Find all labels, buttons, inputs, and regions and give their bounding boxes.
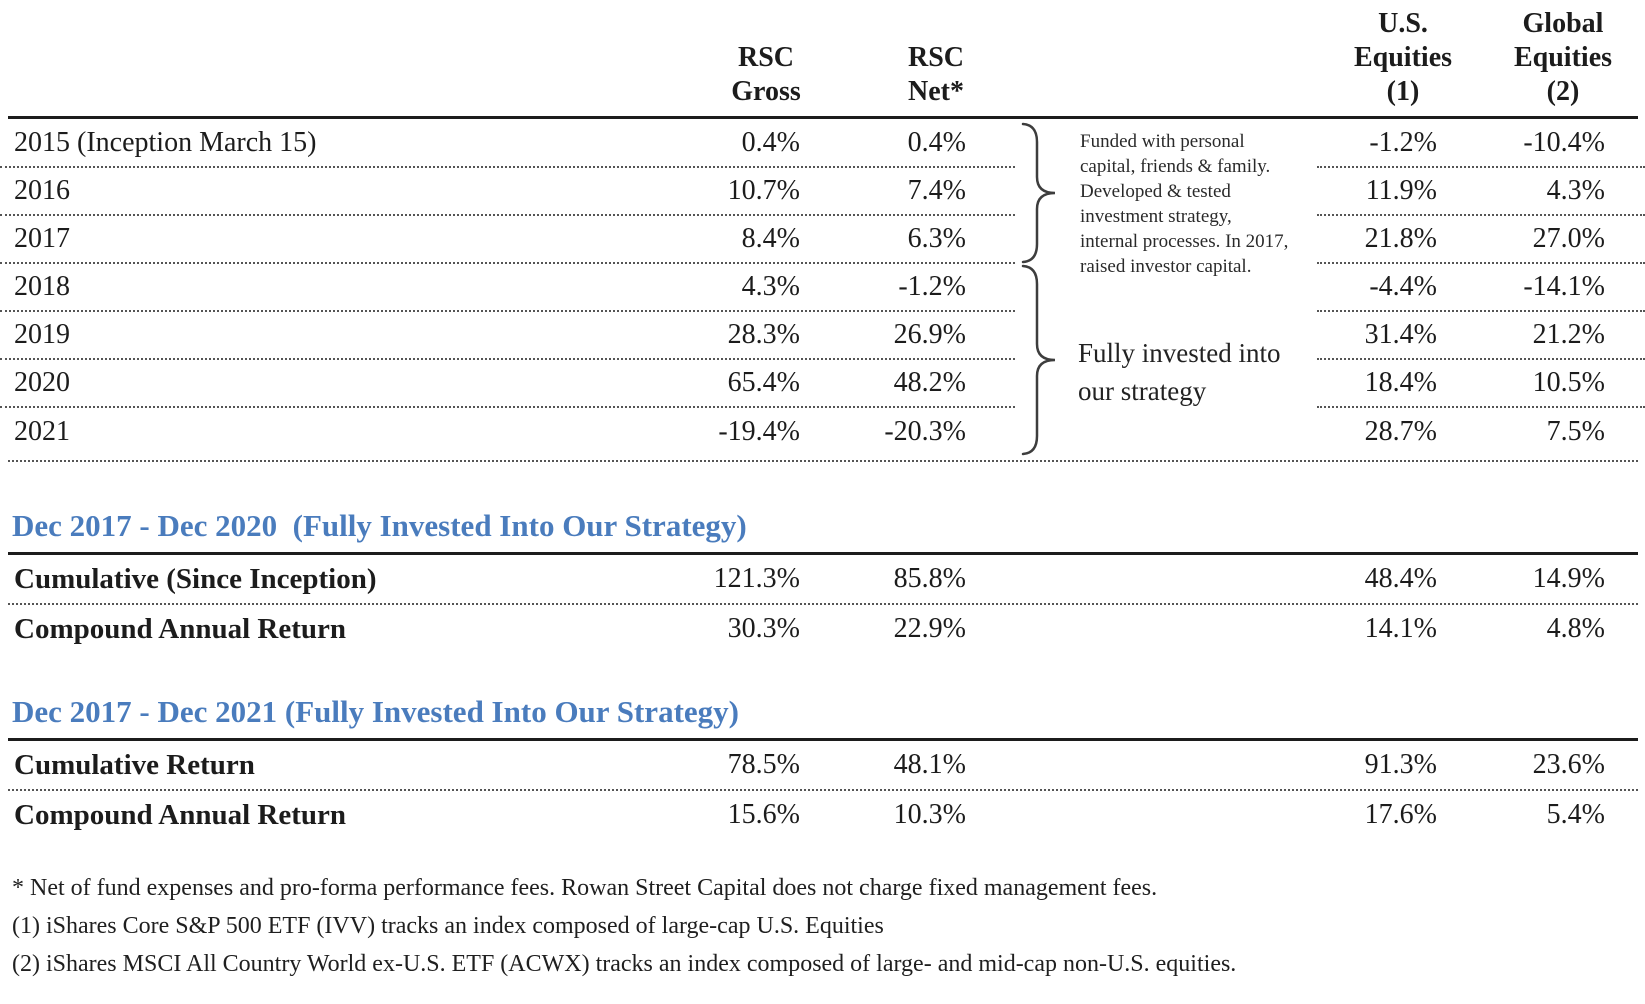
global-equities-value: 23.6% <box>1532 749 1605 780</box>
global-equities-value: 5.4% <box>1546 799 1605 830</box>
annotation-fully-invested: Fully invested into our strategy <box>1078 338 1281 406</box>
rsc-gross-value: 65.4% <box>727 367 800 398</box>
rsc-net-value: -1.2% <box>898 271 966 302</box>
footnote-global-benchmark: (2) iShares MSCI All Country World ex-U.… <box>12 951 1237 977</box>
global-equities-value: 27.0% <box>1532 223 1605 254</box>
column-header-rsc-net: RSC Net* <box>907 42 964 107</box>
global-equities-value: 14.9% <box>1532 563 1605 594</box>
global-equities-value: 7.5% <box>1546 416 1605 447</box>
us-equities-value: 11.9% <box>1365 175 1437 206</box>
section-heading: Dec 2017 - Dec 2020 (Fully Invested Into… <box>12 508 747 543</box>
rsc-gross-value: 0.4% <box>741 127 800 158</box>
rsc-net-value: 10.3% <box>893 799 966 830</box>
row-label: 2015 (Inception March 15) <box>14 127 317 158</box>
rsc-net-value: 85.8% <box>893 563 966 594</box>
table-row-2019: 2019 28.3% 26.9% 31.4% 21.2% <box>0 312 1645 360</box>
section-rule <box>8 552 1638 555</box>
us-equities-value: 21.8% <box>1364 223 1437 254</box>
table-row-2016: 2016 10.7% 7.4% 11.9% 4.3% <box>0 168 1645 216</box>
rsc-gross-value: 28.3% <box>727 319 800 350</box>
rsc-gross-value: 78.5% <box>727 749 800 780</box>
us-equities-value: 14.1% <box>1364 613 1437 644</box>
summary-row-compound-annual: Compound Annual Return 30.3% 22.9% 14.1%… <box>8 605 1638 653</box>
us-equities-value: 91.3% <box>1364 749 1437 780</box>
us-equities-value: 17.6% <box>1364 799 1437 830</box>
us-equities-value: 18.4% <box>1364 367 1437 398</box>
rsc-net-value: 6.3% <box>907 223 966 254</box>
row-label: 2018 <box>14 271 70 302</box>
table-row-2017: 2017 8.4% 6.3% 21.8% 27.0% <box>0 216 1645 264</box>
table-row-2018: 2018 4.3% -1.2% -4.4% -14.1% <box>0 264 1645 312</box>
table-row-2020: 2020 65.4% 48.2% 18.4% 10.5% <box>0 360 1645 408</box>
summary-label: Cumulative Return <box>14 748 255 781</box>
annotation-early-years: Funded with personal capital, friends & … <box>1080 131 1289 277</box>
rsc-gross-value: 8.4% <box>741 223 800 254</box>
us-equities-value: 28.7% <box>1364 416 1437 447</box>
brace-2015-2017 <box>1021 122 1056 264</box>
summary-label: Compound Annual Return <box>14 612 346 645</box>
section-heading: Dec 2017 - Dec 2021 (Fully Invested Into… <box>12 694 739 729</box>
rsc-net-value: 7.4% <box>907 175 966 206</box>
table-bottom-rule <box>8 460 1638 462</box>
row-label: 2016 <box>14 175 70 206</box>
brace-2018-2021 <box>1021 264 1056 456</box>
us-equities-value: -1.2% <box>1369 127 1437 158</box>
row-label: 2020 <box>14 367 70 398</box>
footnote-net-of-fees: * Net of fund expenses and pro-forma per… <box>12 875 1158 901</box>
rsc-gross-value: 4.3% <box>741 271 800 302</box>
row-label: 2019 <box>14 319 70 350</box>
us-equities-value: -4.4% <box>1369 271 1437 302</box>
column-header-rsc-gross: RSC Gross <box>731 42 801 107</box>
global-equities-value: 4.3% <box>1546 175 1605 206</box>
summary-row-cumulative: Cumulative (Since Inception) 121.3% 85.8… <box>8 555 1638 605</box>
summary-label: Cumulative (Since Inception) <box>14 562 377 595</box>
row-label: 2021 <box>14 416 70 447</box>
summary-row-compound-annual: Compound Annual Return 15.6% 10.3% 17.6%… <box>8 791 1638 839</box>
rsc-net-value: 22.9% <box>893 613 966 644</box>
rsc-net-value: 26.9% <box>893 319 966 350</box>
summary-row-cumulative: Cumulative Return 78.5% 48.1% 91.3% 23.6… <box>8 741 1638 791</box>
rsc-gross-value: 121.3% <box>713 563 800 594</box>
global-equities-value: 21.2% <box>1532 319 1605 350</box>
column-header-global-equities: Global Equities (2) <box>1513 8 1613 107</box>
column-header-us-equities: U.S. Equities (1) <box>1353 8 1453 107</box>
global-equities-value: -10.4% <box>1523 127 1605 158</box>
yearly-returns-table: 2015 (Inception March 15) 0.4% 0.4% -1.2… <box>0 120 1645 456</box>
us-equities-value: 31.4% <box>1364 319 1437 350</box>
global-equities-value: 10.5% <box>1532 367 1605 398</box>
global-equities-value: 4.8% <box>1546 613 1605 644</box>
rsc-gross-value: 30.3% <box>727 613 800 644</box>
footnote-us-benchmark: (1) iShares Core S&P 500 ETF (IVV) track… <box>12 913 884 939</box>
row-label: 2017 <box>14 223 70 254</box>
rsc-net-value: 48.2% <box>893 367 966 398</box>
rsc-gross-value: 15.6% <box>727 799 800 830</box>
rsc-net-value: 0.4% <box>907 127 966 158</box>
section-rule <box>8 738 1638 741</box>
table-row-2015: 2015 (Inception March 15) 0.4% 0.4% -1.2… <box>0 120 1645 168</box>
rsc-gross-value: -19.4% <box>718 416 800 447</box>
rsc-gross-value: 10.7% <box>727 175 800 206</box>
rsc-net-value: 48.1% <box>893 749 966 780</box>
summary-section-2017-2020: Dec 2017 - Dec 2020 (Fully Invested Into… <box>0 508 1645 653</box>
header-rule <box>8 116 1638 119</box>
us-equities-value: 48.4% <box>1364 563 1437 594</box>
summary-section-2017-2021: Dec 2017 - Dec 2021 (Fully Invested Into… <box>0 694 1645 839</box>
global-equities-value: -14.1% <box>1523 271 1605 302</box>
table-row-2021: 2021 -19.4% -20.3% 28.7% 7.5% <box>0 408 1645 456</box>
rsc-net-value: -20.3% <box>884 416 966 447</box>
summary-label: Compound Annual Return <box>14 798 346 831</box>
